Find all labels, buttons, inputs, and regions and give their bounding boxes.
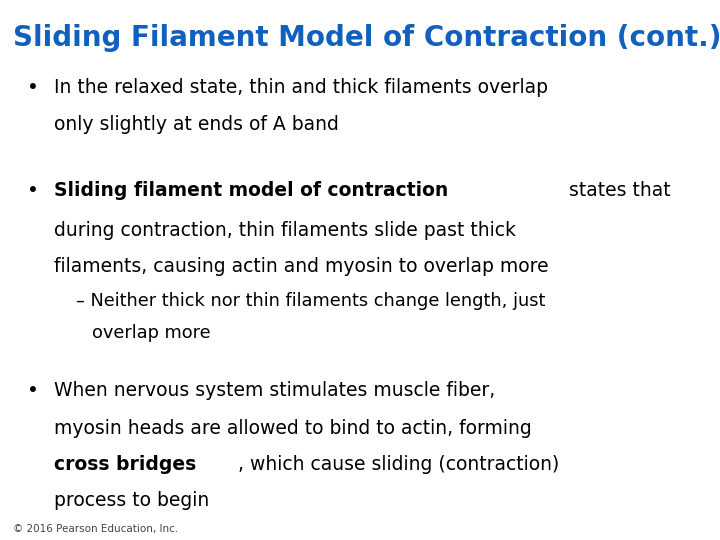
Text: © 2016 Pearson Education, Inc.: © 2016 Pearson Education, Inc. (13, 523, 179, 534)
Text: •: • (27, 181, 39, 200)
Text: only slightly at ends of A band: only slightly at ends of A band (54, 115, 339, 134)
Text: – Neither thick nor thin filaments change length, just: – Neither thick nor thin filaments chang… (76, 292, 545, 309)
Text: myosin heads are allowed to bind to actin, forming: myosin heads are allowed to bind to acti… (54, 418, 532, 437)
Text: Sliding Filament Model of Contraction (cont.): Sliding Filament Model of Contraction (c… (13, 24, 720, 52)
Text: , which cause sliding (contraction): , which cause sliding (contraction) (238, 455, 559, 474)
Text: filaments, causing actin and myosin to overlap more: filaments, causing actin and myosin to o… (54, 256, 549, 275)
Text: Sliding filament model of contraction: Sliding filament model of contraction (54, 181, 449, 200)
Text: cross bridges: cross bridges (54, 455, 197, 474)
Text: When nervous system stimulates muscle fiber,: When nervous system stimulates muscle fi… (54, 381, 495, 400)
Text: during contraction, thin filaments slide past thick: during contraction, thin filaments slide… (54, 221, 516, 240)
Text: process to begin: process to begin (54, 491, 210, 510)
Text: overlap more: overlap more (92, 324, 211, 342)
Text: •: • (27, 381, 39, 400)
Text: •: • (27, 78, 39, 97)
Text: states that: states that (563, 181, 670, 200)
Text: In the relaxed state, thin and thick filaments overlap: In the relaxed state, thin and thick fil… (54, 78, 548, 97)
